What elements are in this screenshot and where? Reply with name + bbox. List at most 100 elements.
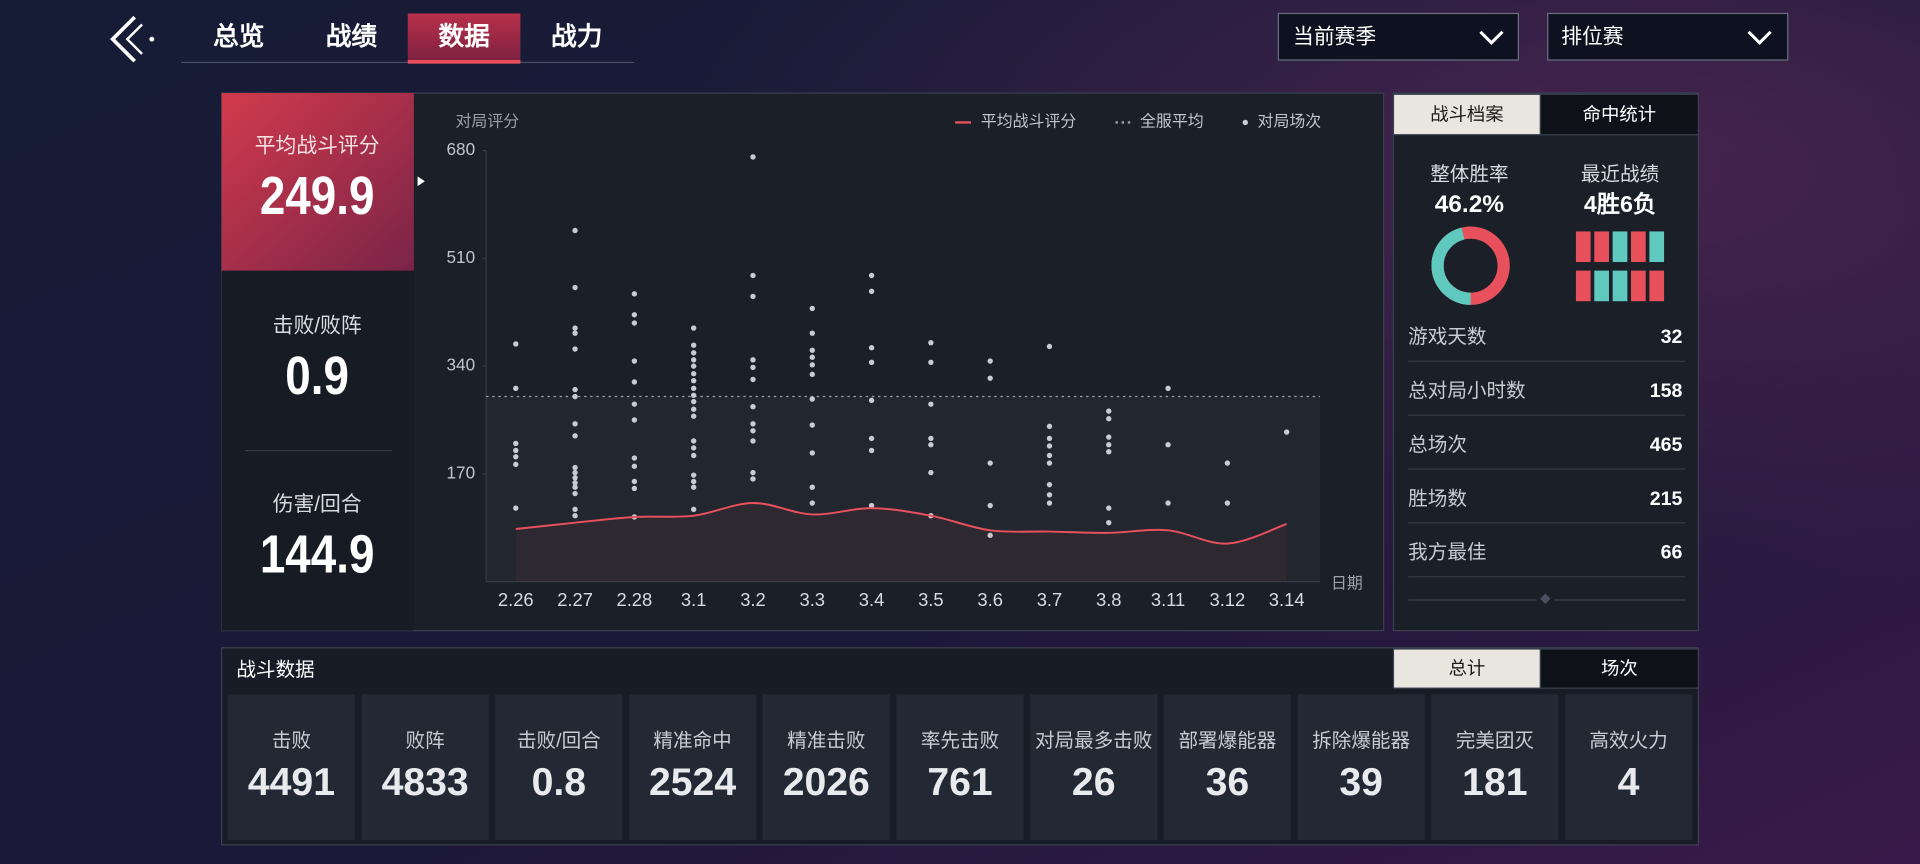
match-dot: [1106, 434, 1112, 440]
recent-results: [1575, 231, 1665, 302]
legend-swatch: [1242, 119, 1248, 126]
match-dot: [750, 154, 756, 160]
tab-active[interactable]: [1392, 93, 1542, 136]
match-dot: [690, 472, 697, 478]
match-dot: [572, 484, 578, 490]
match-dot: [987, 532, 993, 539]
match-dot: [809, 362, 815, 368]
result-square: [1631, 270, 1646, 302]
result-square: [1631, 231, 1646, 263]
stat-value: 465: [1650, 434, 1683, 456]
stat-value: 66: [1661, 542, 1683, 564]
match-dot: [809, 305, 815, 312]
card-value: 4491: [248, 761, 335, 804]
result-square: [1575, 270, 1591, 302]
chart-panel: [221, 92, 1385, 632]
tab-label[interactable]: 战斗档案: [1430, 104, 1503, 125]
nav-tab[interactable]: 数据: [438, 22, 490, 51]
score-line: [515, 502, 1288, 545]
summary-value: 0.9: [285, 345, 349, 405]
card-value: 4: [1618, 761, 1640, 804]
match-dot: [1046, 481, 1053, 488]
legend-label: 平均战斗评分: [981, 113, 1077, 131]
result-square: [1594, 270, 1609, 302]
match-dot: [868, 345, 875, 351]
tab[interactable]: [1539, 648, 1699, 689]
match-dot: [809, 484, 815, 490]
tab-label[interactable]: 命中统计: [1583, 104, 1656, 125]
card-value: 2026: [783, 761, 870, 804]
summary-card-active[interactable]: [221, 93, 414, 271]
tab-label[interactable]: 总计: [1449, 658, 1486, 679]
stat-label: 我方最佳: [1408, 542, 1486, 564]
stat-card: [628, 694, 757, 840]
match-dot: [868, 272, 875, 279]
match-dot: [750, 357, 756, 363]
match-dot: [631, 478, 638, 485]
nav-tab-active[interactable]: [407, 13, 521, 63]
summary-label: 伤害/回合: [273, 493, 362, 516]
match-dot: [631, 417, 638, 423]
combat-title: 战斗数据: [236, 659, 314, 681]
x-tick-label: 3.4: [859, 589, 885, 610]
match-dot: [1165, 500, 1171, 506]
card-label: 对局最多击败: [1035, 730, 1152, 752]
x-tick-label: 2.28: [617, 589, 653, 610]
card-label: 完美团灭: [1456, 730, 1534, 752]
match-dot: [809, 330, 815, 336]
dropdown[interactable]: [1547, 12, 1789, 61]
tab-label[interactable]: 场次: [1601, 658, 1638, 679]
match-dot: [750, 293, 756, 300]
match-dot: [1106, 519, 1112, 526]
match-dot: [631, 455, 638, 461]
stat-card: [361, 694, 489, 840]
match-dot: [572, 227, 578, 234]
x-tick-label: 2.26: [498, 589, 534, 610]
match-dot: [1046, 500, 1053, 506]
match-dot: [690, 378, 697, 384]
card-value: 181: [1462, 761, 1527, 804]
match-dot: [631, 320, 638, 326]
dropdown[interactable]: [1277, 12, 1519, 61]
match-dot: [928, 469, 934, 476]
match-dot: [572, 325, 578, 331]
back-arrow[interactable]: [110, 15, 136, 63]
match-dot: [690, 357, 697, 363]
match-dot: [572, 330, 578, 336]
dropdown-chevron: [1479, 30, 1504, 46]
match-dot: [690, 484, 697, 490]
active-indicator: [417, 176, 425, 187]
tab-active[interactable]: [1392, 648, 1542, 689]
stat-card: [227, 694, 356, 840]
match-dot: [572, 284, 578, 291]
stat-value: 32: [1661, 326, 1683, 348]
stat-label: 游戏天数: [1408, 326, 1487, 348]
card-label: 拆除爆能器: [1312, 730, 1410, 752]
back-button[interactable]: [110, 15, 155, 63]
dropdown-box[interactable]: [1547, 12, 1789, 61]
x-tick-label: 3.3: [800, 589, 826, 610]
match-dot: [750, 469, 756, 476]
summary-value: 249.9: [260, 165, 375, 225]
match-dot: [750, 364, 756, 371]
recent-label: 最近战绩: [1581, 163, 1659, 185]
match-dot: [690, 438, 697, 444]
match-dot: [1224, 460, 1231, 466]
nav-tab[interactable]: 战力: [551, 22, 602, 51]
tab[interactable]: [1539, 93, 1699, 136]
match-dot: [809, 371, 815, 378]
stat-label: 胜场数: [1408, 488, 1467, 510]
match-dot: [631, 401, 638, 407]
nav-tab[interactable]: 战绩: [326, 22, 378, 51]
legend-label: 全服平均: [1140, 113, 1204, 131]
nav-tab[interactable]: 总览: [213, 22, 264, 51]
match-dot: [690, 506, 697, 513]
match-dot: [513, 447, 519, 454]
match-dot: [1046, 435, 1053, 442]
card-value: 39: [1339, 761, 1383, 804]
dropdown-box[interactable]: [1277, 12, 1519, 61]
match-dot: [1046, 452, 1053, 459]
back-arrow-inner[interactable]: [125, 23, 143, 55]
match-dot: [572, 480, 578, 486]
dropdown-label: 当前赛季: [1293, 25, 1376, 48]
